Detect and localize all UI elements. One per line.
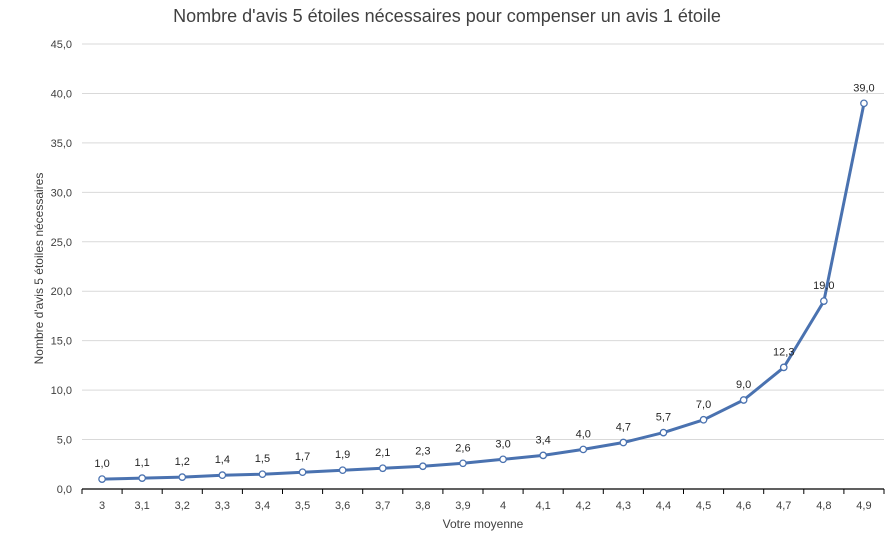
data-label: 1,5 [255,453,270,465]
data-point [258,470,267,479]
x-tick-label: 4,6 [736,500,751,512]
x-axis-title: Votre moyenne [443,517,524,531]
y-tick-label: 30,0 [51,187,72,199]
x-tick-label: 3,9 [455,500,470,512]
y-tick-label: 40,0 [51,88,72,100]
x-tick-label: 3,2 [175,500,190,512]
x-tick-label: 3 [99,500,105,512]
data-point [418,462,427,471]
y-axis-title: Nombre d'avis 5 étoiles nécessaires [32,173,46,365]
x-tick-label: 3,6 [335,500,350,512]
data-label: 39,0 [853,82,874,94]
x-tick-label: 3,7 [375,500,390,512]
y-tick-label: 45,0 [51,39,72,51]
data-label: 19,0 [813,280,834,292]
x-tick-label: 4,3 [616,500,631,512]
data-label: 9,0 [736,379,751,391]
x-tick-label: 4,9 [856,500,871,512]
data-point [459,459,467,468]
data-label: 5,7 [656,412,671,424]
y-tick-label: 20,0 [51,286,72,298]
chart-title: Nombre d'avis 5 étoiles nécessaires pour… [173,6,721,26]
data-label: 1,0 [94,458,109,470]
data-point [218,471,227,480]
x-tick-label: 4 [500,500,506,512]
data-label: 3,0 [495,438,510,450]
data-point [499,455,507,464]
x-tick-label: 3,8 [415,500,430,512]
x-tick-label: 3,1 [135,500,150,512]
data-point [338,466,347,475]
series-line [100,101,866,481]
data-point [779,363,788,372]
data-point [739,396,748,404]
data-point [699,415,708,424]
data-label: 4,0 [576,428,591,440]
data-point [178,473,187,481]
data-label: 1,2 [175,456,190,468]
data-label: 3,4 [536,434,551,446]
x-tick-label: 4,8 [816,500,831,512]
data-label: 7,0 [696,399,711,411]
x-tick-label: 3,4 [255,500,270,512]
data-label: 2,3 [415,445,430,457]
data-point [619,438,628,447]
x-tick-label: 4,5 [696,500,711,512]
x-tick-label: 4,7 [776,500,791,512]
y-tick-label: 25,0 [51,237,72,249]
data-label: 12,3 [773,346,794,358]
data-label: 1,1 [135,457,150,469]
data-point [539,451,548,460]
y-tick-label: 35,0 [51,138,72,150]
data-point [860,99,868,108]
data-label: 1,9 [335,449,350,461]
data-label: 1,7 [295,451,310,463]
data-point [819,297,828,305]
x-tick-label: 3,3 [215,500,230,512]
data-label: 1,4 [215,454,230,466]
data-label: 2,1 [375,447,390,459]
data-point [659,428,668,437]
y-tick-label: 15,0 [51,336,72,348]
data-label: 4,7 [616,422,631,434]
data-point [298,468,307,477]
y-tick-label: 5,0 [57,435,72,447]
x-tick-label: 3,5 [295,500,310,512]
x-tick-label: 4,2 [576,500,591,512]
x-tick-label: 4,1 [536,500,551,512]
data-point [579,445,588,454]
data-label: 2,6 [455,442,470,454]
y-tick-label: 10,0 [51,385,72,397]
data-point [138,474,146,482]
data-point [98,475,106,483]
data-point [378,464,387,473]
y-tick-label: 0,0 [57,484,72,496]
x-tick-label: 4,4 [656,500,671,512]
